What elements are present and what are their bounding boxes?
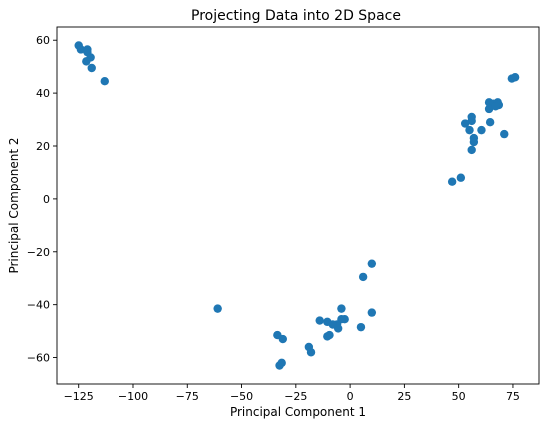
data-point xyxy=(485,118,495,127)
y-tick-label: −60 xyxy=(27,352,50,365)
data-point xyxy=(337,304,346,313)
data-point xyxy=(278,334,288,344)
data-point xyxy=(484,104,494,114)
y-tick-label: 0 xyxy=(43,193,50,206)
plot-frame xyxy=(56,26,540,385)
data-point xyxy=(367,259,377,268)
data-point xyxy=(358,272,368,282)
y-tick-label: −40 xyxy=(27,299,50,312)
data-point xyxy=(367,308,377,317)
x-tick-label: −100 xyxy=(118,390,148,403)
chart-title: Projecting Data into 2D Space xyxy=(191,8,401,24)
data-point xyxy=(467,145,476,155)
data-point xyxy=(460,119,470,128)
y-tick-label: 40 xyxy=(36,87,50,100)
data-point xyxy=(477,125,486,135)
x-tick-label: 25 xyxy=(397,390,411,403)
data-point xyxy=(323,317,332,327)
data-point xyxy=(315,316,324,325)
x-tick-label: 0 xyxy=(347,390,354,403)
x-tick-label: −25 xyxy=(284,390,307,403)
x-tick-label: −75 xyxy=(176,390,199,403)
x-tick-label: 75 xyxy=(506,390,520,403)
x-tick-label: −125 xyxy=(64,390,94,403)
y-tick-label: 60 xyxy=(36,34,50,47)
y-axis-label: Principal Component 2 xyxy=(7,137,21,273)
data-point xyxy=(76,45,86,54)
data-point xyxy=(87,63,96,73)
y-tick-label: 20 xyxy=(36,140,50,153)
data-point xyxy=(277,358,286,368)
x-axis-label: Principal Component 1 xyxy=(230,405,366,419)
data-point xyxy=(500,129,509,139)
x-tick-label: −50 xyxy=(230,390,253,403)
y-tick-label: −20 xyxy=(27,246,50,259)
plot-area xyxy=(56,26,540,385)
data-point xyxy=(306,348,316,357)
y-axis-ticks: −60 −40 −20 0 20 40 60 xyxy=(27,34,57,365)
data-point xyxy=(467,116,476,126)
data-points xyxy=(74,41,520,370)
x-tick-label: 50 xyxy=(452,390,466,403)
data-point xyxy=(491,102,500,111)
data-point xyxy=(456,173,466,182)
data-point xyxy=(447,177,457,186)
data-point xyxy=(356,322,366,332)
data-point xyxy=(465,125,474,135)
data-point xyxy=(213,304,222,313)
data-point xyxy=(510,73,520,82)
data-point xyxy=(82,57,91,66)
data-point xyxy=(100,77,109,86)
data-point xyxy=(323,332,332,341)
x-axis-ticks: −125 −100 −75 −50 −25 0 25 50 75 xyxy=(64,384,520,403)
data-point xyxy=(469,137,479,147)
